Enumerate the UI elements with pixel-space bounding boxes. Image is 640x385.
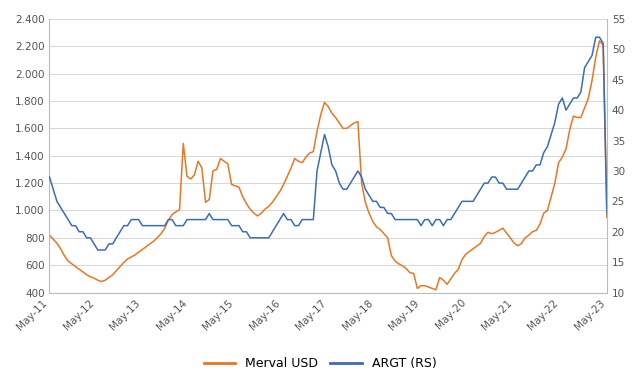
Legend: Merval USD, ARGT (RS): Merval USD, ARGT (RS) [198, 352, 442, 375]
